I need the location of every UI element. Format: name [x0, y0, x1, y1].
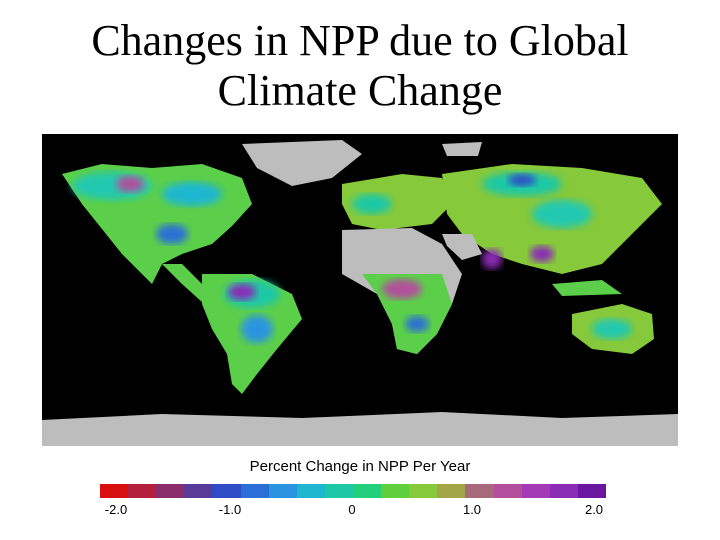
- color-scale-segment: [212, 484, 241, 498]
- color-scale-segment: [465, 484, 494, 498]
- title-line-2: Climate Change: [217, 66, 503, 115]
- tick-label-min: -2.0: [104, 502, 128, 517]
- svalbard-landmass: [442, 142, 482, 156]
- greenland-landmass: [242, 140, 362, 186]
- legend-title: Percent Change in NPP Per Year: [249, 458, 471, 475]
- europe-landmass: [342, 174, 452, 230]
- color-scale-segment: [184, 484, 213, 498]
- npp-world-map: [42, 134, 678, 446]
- color-scale-segment: [381, 484, 410, 498]
- color-scale-segment: [156, 484, 185, 498]
- tick-label-neg1: -1.0: [218, 502, 242, 517]
- color-scale-segment: [240, 484, 269, 498]
- color-scale-segment: [324, 484, 353, 498]
- color-scale-segment: [549, 484, 578, 498]
- color-scale-segment: [100, 484, 129, 498]
- tick-label-pos1: 1.0: [462, 502, 482, 517]
- slide-title: Changes in NPP due to Global Climate Cha…: [0, 16, 720, 116]
- color-scale-segment: [409, 484, 438, 498]
- central-america-landmass: [162, 264, 212, 302]
- title-line-1: Changes in NPP due to Global: [91, 16, 629, 65]
- color-scale-segment: [296, 484, 325, 498]
- tick-label-max: 2.0: [584, 502, 604, 517]
- color-scale-segment: [577, 484, 606, 498]
- color-scale-bar: [100, 484, 606, 498]
- antarctica-landmass: [42, 412, 678, 446]
- color-scale-segment: [437, 484, 466, 498]
- color-scale-segment: [493, 484, 522, 498]
- color-scale-segment: [128, 484, 157, 498]
- tick-label-zero: 0: [348, 502, 356, 517]
- world-map-graphic: [42, 140, 678, 446]
- color-scale-segment: [521, 484, 550, 498]
- color-scale-segment: [268, 484, 297, 498]
- color-scale-segment: [352, 484, 382, 498]
